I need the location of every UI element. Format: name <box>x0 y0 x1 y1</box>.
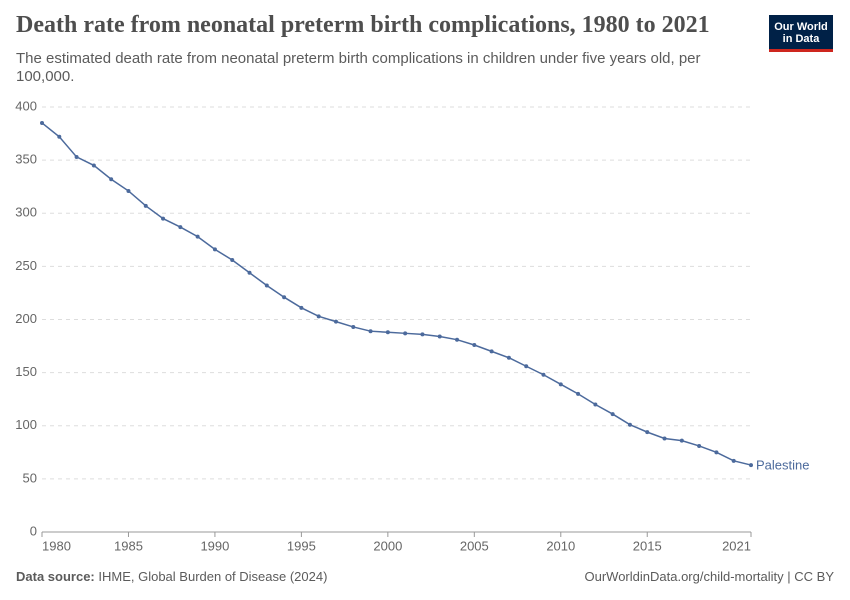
logo[interactable]: Our World in Data <box>769 15 833 52</box>
data-point <box>195 234 200 239</box>
data-point <box>420 332 425 337</box>
x-tick-label: 1990 <box>200 538 229 553</box>
x-tick-label: 2000 <box>373 538 402 553</box>
x-tick-label: 2021 <box>722 538 751 553</box>
chart-title: Death rate from neonatal preterm birth c… <box>16 12 710 38</box>
data-point <box>316 314 321 319</box>
data-point <box>126 188 131 193</box>
x-tick-label: 1985 <box>114 538 143 553</box>
chart-subtitle: The estimated death rate from neonatal p… <box>16 50 701 85</box>
x-tick-label: 1980 <box>42 538 71 553</box>
data-point <box>264 283 269 288</box>
x-tick-label: 1995 <box>287 538 316 553</box>
data-point <box>74 154 79 159</box>
y-tick-label: 200 <box>15 311 37 326</box>
data-point <box>299 305 304 310</box>
data-point <box>282 295 287 300</box>
data-point <box>40 120 44 125</box>
data-point <box>714 450 719 455</box>
x-tick-label: 2005 <box>460 538 489 553</box>
data-point <box>143 203 148 208</box>
data-point <box>455 337 460 342</box>
series-label: Palestine <box>756 458 809 473</box>
x-tick-label: 2015 <box>633 538 662 553</box>
data-point <box>385 330 390 335</box>
y-tick-label: 100 <box>15 417 37 432</box>
source-label: Data source: <box>16 569 95 584</box>
data-point <box>506 355 511 360</box>
data-point <box>662 436 667 441</box>
data-point <box>212 247 217 252</box>
data-point <box>403 331 408 336</box>
data-point <box>558 382 563 387</box>
data-point <box>489 349 494 354</box>
data-point <box>541 372 546 377</box>
series-line <box>41 122 752 466</box>
data-point <box>697 443 702 448</box>
data-point <box>610 412 615 417</box>
source-text: IHME, Global Burden of Disease (2024) <box>98 569 328 584</box>
data-point <box>368 329 373 334</box>
data-point <box>645 430 650 435</box>
data-point <box>627 422 632 427</box>
data-point <box>351 324 356 329</box>
y-tick-label: 0 <box>30 523 37 538</box>
y-tick-label: 400 <box>15 98 37 113</box>
data-point <box>91 163 96 168</box>
data-point <box>472 343 477 347</box>
y-tick-label: 300 <box>15 205 37 220</box>
data-point <box>109 177 114 182</box>
data-point <box>230 258 235 262</box>
y-tick-label: 50 <box>23 470 37 485</box>
data-point <box>749 463 753 468</box>
y-tick-label: 150 <box>15 364 37 379</box>
data-point <box>679 438 684 443</box>
data-point <box>247 270 252 275</box>
y-tick-label: 350 <box>15 152 37 167</box>
data-point <box>161 216 166 221</box>
data-point <box>576 391 581 396</box>
data-point <box>593 402 598 407</box>
data-point <box>178 225 183 230</box>
data-point <box>333 319 338 324</box>
credit[interactable]: OurWorldinData.org/child-mortality | CC … <box>584 569 835 584</box>
data-source: Data source: IHME, Global Burden of Dise… <box>16 569 327 584</box>
y-tick-label: 250 <box>15 258 37 273</box>
data-point <box>57 134 62 139</box>
data-point <box>524 364 529 369</box>
data-point <box>437 334 442 339</box>
data-point <box>731 458 736 463</box>
x-tick-label: 2010 <box>546 538 575 553</box>
